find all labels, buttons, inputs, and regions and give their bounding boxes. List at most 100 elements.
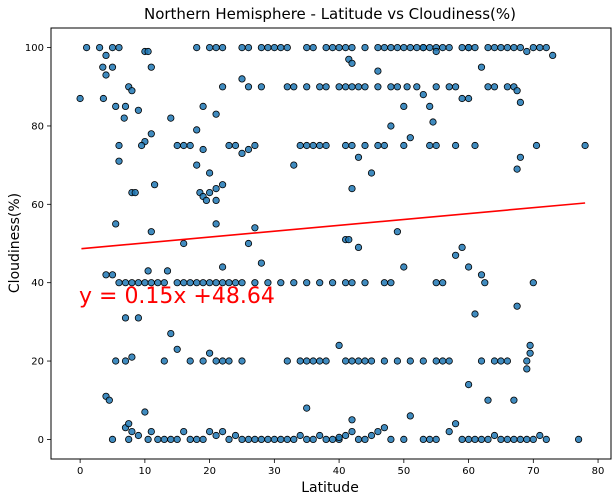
data-point xyxy=(270,435,278,443)
data-point xyxy=(367,357,376,365)
data-point xyxy=(361,435,369,443)
data-point xyxy=(400,435,408,443)
data-point xyxy=(380,43,388,52)
data-point xyxy=(257,259,265,267)
data-point xyxy=(335,43,343,52)
data-point xyxy=(426,435,434,443)
x-axis-ticks: 0 10 20 30 40 50 60 70 80 xyxy=(77,459,604,477)
data-point xyxy=(193,161,201,169)
data-point xyxy=(477,63,486,71)
data-point xyxy=(361,279,369,287)
data-point xyxy=(309,357,317,365)
data-point xyxy=(523,47,531,56)
data-point xyxy=(464,380,473,389)
data-point xyxy=(335,83,343,91)
data-point xyxy=(516,435,525,443)
data-point xyxy=(99,63,107,71)
data-point xyxy=(484,396,492,404)
x-tick-label: 60 xyxy=(462,466,475,477)
data-point xyxy=(497,435,505,443)
data-point xyxy=(471,43,479,52)
x-tick-label: 0 xyxy=(77,466,83,477)
data-point xyxy=(290,83,298,91)
data-point xyxy=(112,102,120,111)
data-point xyxy=(244,239,253,248)
data-point xyxy=(374,67,382,75)
data-point xyxy=(206,189,214,197)
data-point xyxy=(471,310,479,318)
data-point xyxy=(516,153,525,161)
data-point xyxy=(173,141,181,150)
data-point xyxy=(393,228,401,236)
data-point xyxy=(83,43,91,52)
data-point xyxy=(206,427,214,436)
data-point xyxy=(380,424,388,432)
data-point xyxy=(108,435,117,443)
data-point xyxy=(526,349,534,357)
y-axis-label: Cloudiness(%) xyxy=(7,193,23,293)
data-point xyxy=(503,43,511,52)
data-point xyxy=(144,267,152,275)
x-tick-label: 30 xyxy=(268,466,281,477)
data-point xyxy=(490,357,499,365)
data-point xyxy=(328,435,337,443)
data-point xyxy=(536,43,544,52)
data-point xyxy=(120,114,128,122)
data-point xyxy=(529,279,537,287)
data-point xyxy=(76,94,84,103)
data-point xyxy=(147,427,155,436)
data-point xyxy=(206,43,214,52)
data-point xyxy=(403,83,411,91)
data-point xyxy=(380,279,388,287)
data-point xyxy=(238,149,246,157)
data-point xyxy=(419,357,427,365)
data-point xyxy=(277,43,285,52)
data-point xyxy=(322,43,330,52)
data-point xyxy=(497,43,505,52)
data-point xyxy=(303,279,311,287)
data-point xyxy=(202,196,210,204)
data-point xyxy=(536,431,544,440)
data-point xyxy=(244,435,253,443)
data-point xyxy=(128,87,136,95)
plot-frame xyxy=(50,27,612,460)
data-point xyxy=(193,435,201,443)
data-point xyxy=(451,420,460,428)
data-point xyxy=(426,141,434,150)
data-point xyxy=(309,141,317,150)
data-point xyxy=(316,431,324,440)
data-point xyxy=(154,435,162,443)
data-point xyxy=(296,357,304,365)
data-point xyxy=(283,435,291,443)
data-point xyxy=(244,145,253,154)
data-point xyxy=(374,141,382,150)
x-tick-label: 40 xyxy=(333,466,346,477)
data-point xyxy=(387,279,395,287)
data-point xyxy=(419,43,427,52)
data-point xyxy=(523,357,531,365)
data-point xyxy=(105,396,113,404)
data-point xyxy=(581,141,589,150)
data-point xyxy=(219,83,227,91)
data-point xyxy=(348,357,356,365)
data-point xyxy=(510,435,518,443)
data-point xyxy=(283,357,291,365)
data-point xyxy=(141,408,149,416)
data-point xyxy=(400,141,408,150)
data-point xyxy=(303,435,311,443)
data-point xyxy=(167,114,175,122)
data-point xyxy=(361,141,369,150)
data-point xyxy=(225,435,233,443)
data-point xyxy=(238,43,246,52)
data-point xyxy=(406,134,414,142)
data-point xyxy=(173,345,181,353)
data-point xyxy=(163,267,172,275)
data-point xyxy=(513,302,521,310)
data-point xyxy=(138,141,146,150)
data-point xyxy=(212,196,220,204)
data-point xyxy=(503,435,511,443)
data-point xyxy=(102,71,110,79)
data-point xyxy=(374,83,382,91)
data-point xyxy=(393,43,401,52)
data-point xyxy=(115,157,123,165)
